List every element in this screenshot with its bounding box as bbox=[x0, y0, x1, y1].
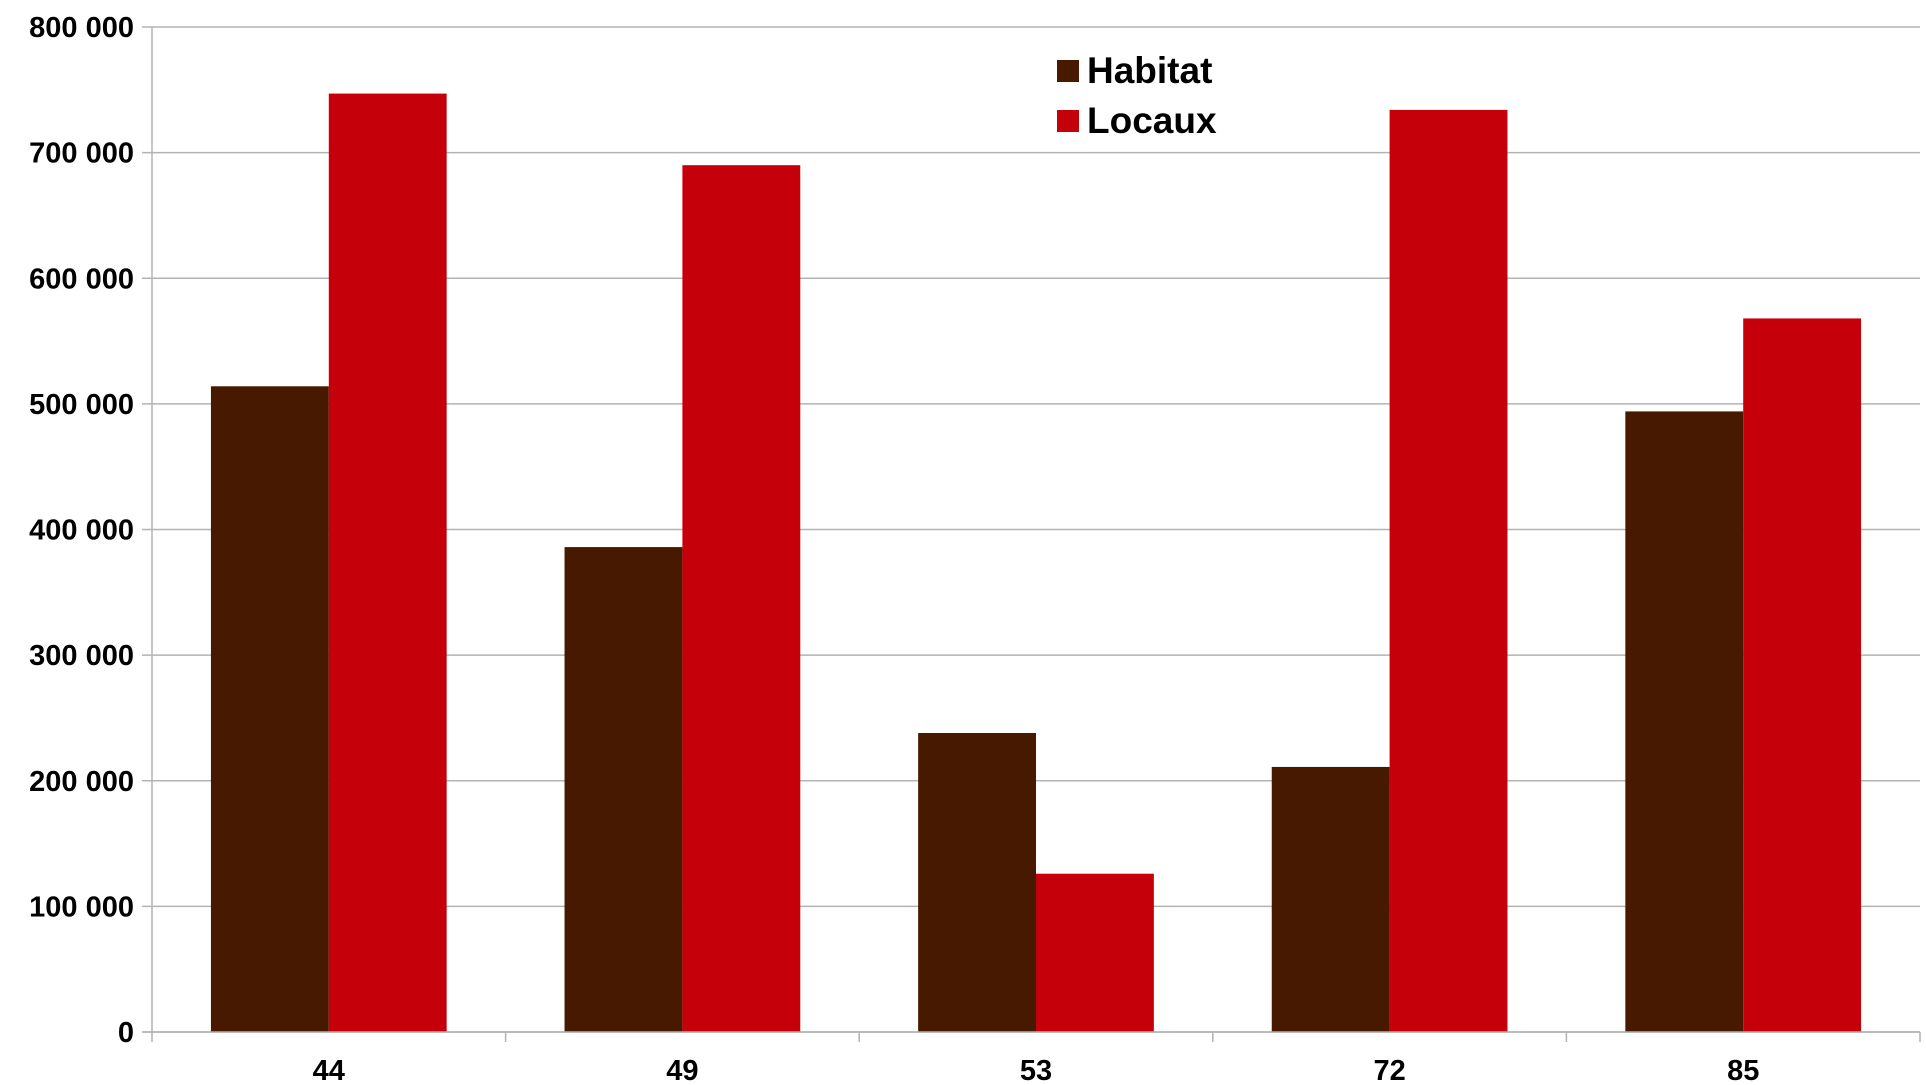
bar-habitat-72 bbox=[1271, 766, 1390, 1032]
y-tick-label: 100 000 bbox=[29, 891, 134, 923]
bars bbox=[210, 93, 1862, 1033]
bar-habitat-49 bbox=[564, 547, 683, 1032]
legend-label-locaux: Locaux bbox=[1087, 100, 1217, 141]
legend-swatch-habitat bbox=[1057, 60, 1079, 82]
x-tick-label: 53 bbox=[1020, 1055, 1052, 1085]
y-axis-ticks: 0 100 000 200 000 300 000 400 000 500 000 600 … bbox=[29, 12, 152, 1049]
bar-locaux-49 bbox=[682, 165, 801, 1032]
bar-locaux-44 bbox=[328, 93, 447, 1033]
x-axis-ticks: 44 49 53 72 85 bbox=[151, 1032, 1921, 1085]
y-tick-label: 400 000 bbox=[29, 515, 134, 547]
x-tick-label: 85 bbox=[1727, 1055, 1759, 1085]
legend-label-habitat: Habitat bbox=[1087, 50, 1212, 91]
bar-locaux-53 bbox=[1036, 873, 1154, 1032]
bar-habitat-53 bbox=[918, 733, 1036, 1032]
bar-habitat-85 bbox=[1625, 411, 1744, 1033]
x-tick-label: 72 bbox=[1373, 1055, 1405, 1085]
legend-swatch-locaux bbox=[1057, 110, 1079, 132]
y-tick-label: 800 000 bbox=[29, 12, 134, 44]
bar-locaux-72 bbox=[1389, 109, 1508, 1033]
bar-locaux-85 bbox=[1743, 318, 1862, 1032]
y-tick-label: 700 000 bbox=[29, 138, 134, 170]
legend: Habitat Locaux bbox=[1057, 50, 1217, 141]
y-tick-label: 200 000 bbox=[29, 766, 134, 798]
x-tick-label: 44 bbox=[313, 1055, 345, 1085]
x-tick-label: 49 bbox=[666, 1055, 698, 1085]
y-tick-label: 300 000 bbox=[29, 640, 134, 672]
y-tick-label: 500 000 bbox=[29, 389, 134, 421]
bar-habitat-44 bbox=[210, 386, 329, 1033]
y-tick-label: 600 000 bbox=[29, 263, 134, 295]
y-tick-label: 0 bbox=[118, 1017, 134, 1049]
